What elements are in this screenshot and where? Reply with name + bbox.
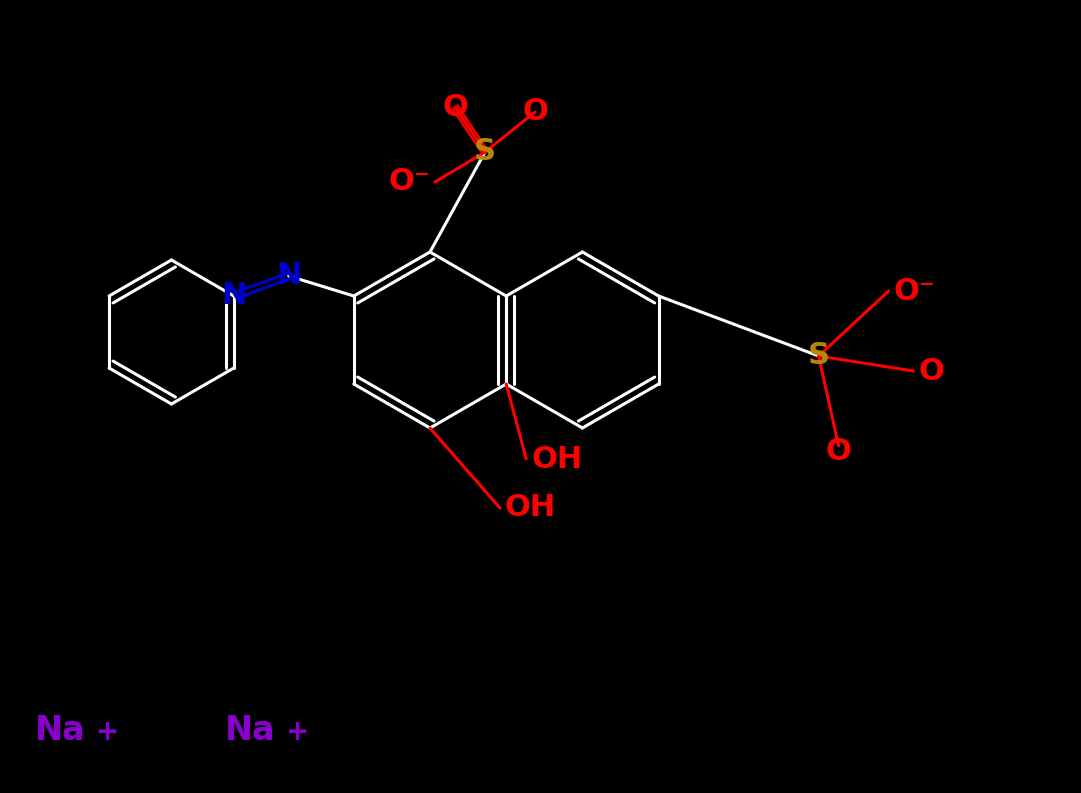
Text: O: O [442,93,468,121]
Text: S: S [473,137,496,167]
Text: OH: OH [531,445,583,473]
Text: N: N [276,262,302,290]
Text: O⁻: O⁻ [894,277,935,305]
Text: Na: Na [35,714,85,746]
Text: S: S [808,342,829,370]
Text: O: O [522,98,548,127]
Text: +: + [286,718,309,746]
Text: O: O [919,357,945,385]
Text: OH: OH [505,493,557,523]
Text: O⁻: O⁻ [388,167,430,197]
Text: Na: Na [225,714,276,746]
Text: O: O [826,436,852,465]
Text: +: + [96,718,120,746]
Text: N: N [222,282,246,311]
